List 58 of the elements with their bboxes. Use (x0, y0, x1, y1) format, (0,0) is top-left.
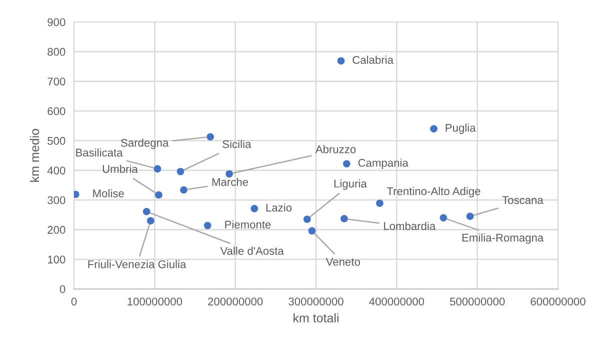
x-tick-label: 600000000 (530, 298, 586, 306)
y-tick-label: 800 (48, 48, 66, 56)
annotation: Basilicata (76, 148, 123, 157)
x-tick-label: 0 (71, 298, 77, 306)
annotation: Emilia-Romagna (462, 233, 544, 244)
point (340, 215, 348, 222)
point (204, 222, 212, 230)
point (337, 57, 345, 65)
annotation: Veneto (326, 258, 360, 266)
annotation: Lazio (266, 203, 292, 212)
point (226, 170, 233, 178)
y-tick-label: 300 (48, 196, 66, 204)
point (206, 133, 214, 140)
point (154, 165, 162, 173)
x-tick-label: 100000000 (128, 298, 182, 306)
point (303, 216, 311, 223)
annotation: Liguria (334, 179, 367, 190)
annotation: Trentino-Alto Adige (386, 186, 480, 198)
y-axis-title: km medio (30, 128, 40, 182)
y-tick-label: 900 (48, 18, 66, 26)
y-tick-label: 200 (48, 226, 66, 234)
point (180, 186, 188, 194)
point (466, 212, 474, 220)
annotation: Umbria (102, 164, 138, 173)
y-tick-label: 0 (60, 285, 66, 294)
annotation: Piemonte (225, 220, 271, 228)
point (430, 125, 438, 132)
point (440, 214, 448, 222)
x-tick-label: 300000000 (288, 298, 344, 306)
x-tick-label: 500000000 (450, 298, 505, 306)
annotation: Abruzzo (315, 145, 356, 154)
x-tick-label: 400000000 (369, 298, 424, 306)
y-tick-label: 400 (47, 166, 66, 174)
annotation: Campania (358, 158, 408, 169)
annotation: Molise (93, 189, 124, 198)
annotation: Friuli-Venezia Giulia (88, 260, 186, 268)
y-tick-label: 600 (48, 107, 66, 116)
x-axis-title: km totali (294, 313, 338, 322)
point (376, 200, 384, 207)
point (250, 204, 258, 212)
x-tick-label: 200000000 (208, 298, 263, 306)
annotation: Marche (212, 178, 248, 186)
point (176, 168, 184, 176)
annotation: Calabria (352, 56, 394, 64)
annotation: Sardegna (120, 138, 169, 149)
point (146, 217, 154, 224)
y-tick-label: 100 (48, 256, 66, 264)
annotation: Sicilia (222, 140, 252, 148)
point (155, 191, 162, 199)
point (308, 227, 316, 235)
y-tick-label: 500 (48, 136, 66, 145)
point (142, 208, 150, 216)
annotation: Toscana (502, 196, 544, 204)
annotation: Puglia (446, 124, 476, 134)
point (342, 160, 350, 168)
annotation: Valle d'Aosta (220, 246, 284, 255)
y-tick-label: 700 (48, 78, 66, 86)
annotation: Lombardia (384, 222, 436, 230)
